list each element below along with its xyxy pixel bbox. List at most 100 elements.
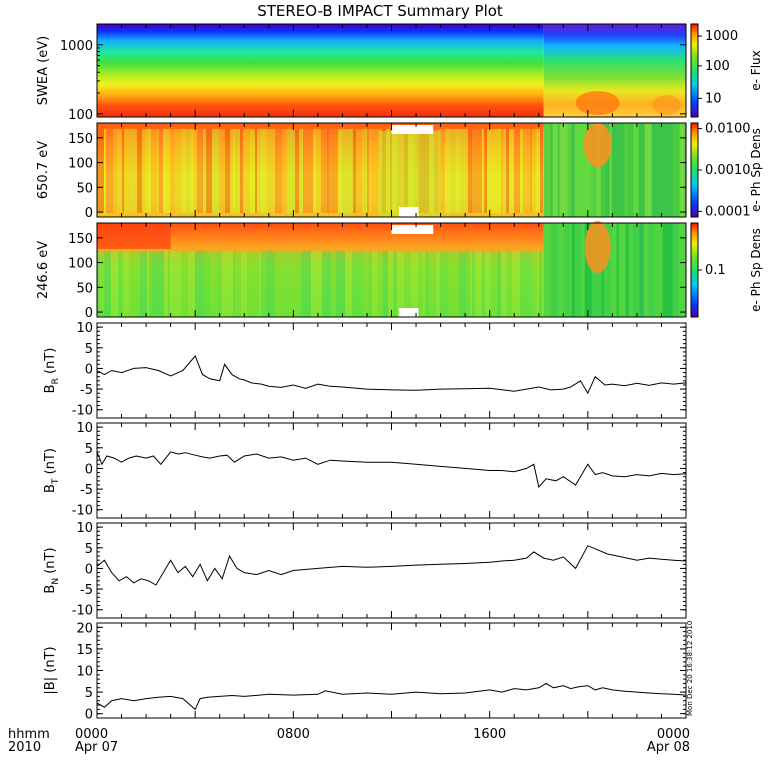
pad-650-spectrogram-fill xyxy=(175,129,182,213)
pad-246-spectrogram-fill xyxy=(118,251,123,317)
pad-650-spectrogram-fill xyxy=(559,123,567,217)
pad-246-spectrogram-fill xyxy=(574,223,582,317)
colorbar-tick-label: 0.1 xyxy=(705,263,726,278)
y-tick-label: 15 xyxy=(76,643,93,658)
pad-246-spectrogram-fill xyxy=(352,251,356,317)
pad-650-spectrogram-fill xyxy=(230,129,233,213)
y-axis-label: BR (nT) xyxy=(43,348,61,394)
pad-650-spectrogram-fill xyxy=(353,129,356,213)
pad-650-spectrogram-fill xyxy=(97,129,104,213)
pad-246-spectrogram-fill xyxy=(506,251,512,317)
pad-246-spectrogram-fill xyxy=(188,251,195,317)
pad-650-spectrogram-fill xyxy=(367,129,369,213)
pad-246-spectrogram-fill xyxy=(129,251,134,317)
pad-246-spectrogram-fill xyxy=(245,251,247,317)
pad-650-spectrogram-fill xyxy=(235,129,240,213)
pad-246-spectrogram-fill xyxy=(383,251,388,317)
swea-spectrogram-fill xyxy=(97,24,544,117)
pad-246-spectrogram-fill xyxy=(111,251,118,317)
x-tick-sublabel: Apr 07 xyxy=(75,740,118,755)
pad-650-spectrogram-fill xyxy=(282,129,287,213)
pad-650-spectrogram-fill xyxy=(299,129,303,213)
pad-650-spectrogram-fill xyxy=(163,129,170,213)
pad-650-spectrogram-fill xyxy=(503,129,506,213)
pad-246-spectrogram-fill xyxy=(356,251,363,317)
pad-650-spectrogram-fill xyxy=(543,123,551,217)
pad-246-spectrogram-fill xyxy=(531,251,537,317)
pad-650-spectrogram-fill xyxy=(197,129,203,213)
pad-650-spectrogram-fill xyxy=(362,129,365,213)
pad-650-spectrogram-fill xyxy=(672,123,680,217)
y-tick-label: 0 xyxy=(85,206,93,221)
pad-246-spectrogram-fill xyxy=(284,251,289,317)
colorbar xyxy=(690,23,699,118)
pad-246-spectrogram-fill xyxy=(152,251,157,317)
pad-246-spectrogram-fill xyxy=(266,251,270,317)
pad-246-spectrogram-fill xyxy=(667,223,673,317)
pad-650-spectrogram-fill xyxy=(268,129,275,213)
pad-246-spectrogram-fill xyxy=(241,251,245,317)
pad-650-spectrogram-fill xyxy=(663,123,669,217)
pad-246-spectrogram-fill xyxy=(99,251,104,317)
pad-246-spectrogram-fill xyxy=(648,223,655,317)
pad-650-spectrogram-fill xyxy=(342,129,349,213)
pad-650-spectrogram-fill xyxy=(243,129,250,213)
series-line xyxy=(96,545,687,586)
pad-650-spectrogram-fill xyxy=(509,129,514,213)
series-line xyxy=(96,451,687,489)
pad-246-spectrogram-fill xyxy=(378,251,383,317)
y-axis-label: 246.6 eV xyxy=(36,241,51,299)
pad-246-spectrogram-fill xyxy=(213,251,217,317)
pad-650-spectrogram-fill xyxy=(334,129,338,213)
x-tick-label: 1600 xyxy=(473,727,506,742)
pad-246-spectrogram-fill xyxy=(261,251,266,317)
pad-246-spectrogram-fill xyxy=(336,251,338,317)
pad-246-spectrogram-fill xyxy=(584,223,592,317)
y-tick-label: 0 xyxy=(85,708,93,723)
pad-246-spectrogram-fill xyxy=(440,251,447,317)
y-tick-label: -5 xyxy=(80,483,93,498)
pad-650-spectrogram-fill xyxy=(219,129,225,213)
pad-650-spectrogram-fill xyxy=(530,129,532,213)
pad-650-spectrogram-fill xyxy=(684,123,686,217)
pad-650-spectrogram-fill xyxy=(574,123,581,217)
pad-246-spectrogram-fill xyxy=(217,251,220,317)
series-line xyxy=(96,682,687,711)
pad-650-spectrogram-fill xyxy=(484,129,487,213)
pad-650-spectrogram-fill xyxy=(356,129,362,213)
y-tick-label: 50 xyxy=(76,281,93,296)
line-panel-frame xyxy=(96,422,687,519)
pad-650-spectrogram-fill xyxy=(494,129,501,213)
pad-650-spectrogram-fill xyxy=(297,129,299,213)
pad-246-data-gap xyxy=(398,308,419,317)
y-tick-label: 10 xyxy=(76,665,93,680)
pad-246-spectrogram-fill xyxy=(388,251,393,317)
pad-246-spectrogram-fill xyxy=(97,223,171,249)
pad-650-spectrogram-fill xyxy=(122,129,124,213)
pad-650-spectrogram-fill xyxy=(170,129,175,213)
pad-650-spectrogram-fill xyxy=(159,129,163,213)
pad-650-spectrogram-fill xyxy=(182,129,186,213)
y-tick-label: -5 xyxy=(80,583,93,598)
pad-650-spectrogram-fill xyxy=(543,129,544,213)
colorbar-label: e- Flux xyxy=(749,50,763,90)
time-row-label-1: hhmm xyxy=(8,727,50,742)
pad-650-spectrogram-fill xyxy=(309,129,313,213)
pad-650-spectrogram-fill xyxy=(257,129,261,213)
y-tick-label: 5 xyxy=(85,442,93,457)
pad-650-spectrogram-fill xyxy=(536,129,540,213)
pad-650-spectrogram-fill xyxy=(550,123,553,217)
pad-650-spectrogram-fill xyxy=(487,129,494,213)
y-tick-label: 150 xyxy=(68,232,93,247)
pad-650-spectrogram-fill xyxy=(624,123,627,217)
pad-246-spectrogram-fill xyxy=(174,251,181,317)
pad-246-spectrogram-fill xyxy=(369,251,372,317)
time-row-label-2: 2010 xyxy=(8,740,41,755)
pad-246-spectrogram-fill xyxy=(338,251,345,317)
pad-246-spectrogram-fill xyxy=(512,251,516,317)
pad-650-spectrogram-fill xyxy=(514,129,520,213)
swea-spectrogram-feature xyxy=(652,95,681,115)
colorbar-tick-label: 10 xyxy=(705,91,722,106)
